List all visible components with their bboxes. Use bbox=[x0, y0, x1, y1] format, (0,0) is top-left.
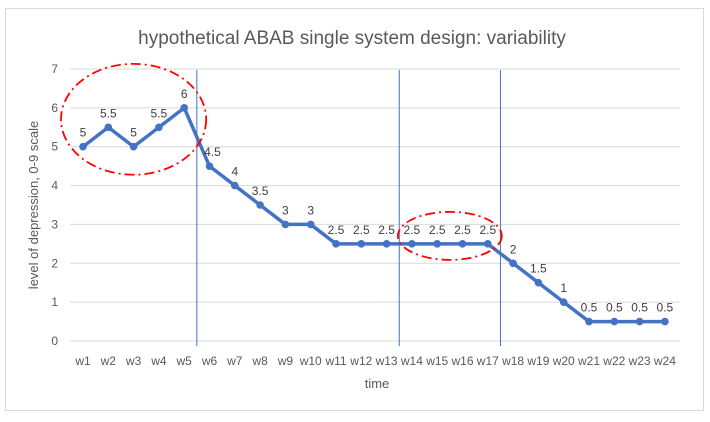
x-tick-label: w6 bbox=[201, 354, 218, 368]
y-tick-label: 7 bbox=[51, 62, 58, 76]
x-tick-label: w10 bbox=[299, 354, 322, 368]
data-label: 2.5 bbox=[454, 223, 471, 237]
data-label: 0.5 bbox=[657, 301, 674, 315]
data-point bbox=[357, 240, 366, 248]
x-tick-label: w23 bbox=[628, 354, 651, 368]
x-tick-label: w15 bbox=[425, 354, 448, 368]
x-tick-label: w1 bbox=[74, 354, 91, 368]
data-point bbox=[332, 240, 340, 248]
data-label: 3.5 bbox=[252, 184, 269, 198]
data-label: 1 bbox=[560, 281, 567, 295]
data-point bbox=[306, 220, 315, 229]
data-label: 5 bbox=[130, 126, 137, 140]
data-label: 2.5 bbox=[328, 223, 345, 237]
data-point bbox=[534, 278, 543, 287]
y-tick-label: 5 bbox=[51, 140, 58, 154]
x-tick-label: w16 bbox=[450, 354, 473, 368]
data-label: 2.5 bbox=[353, 223, 370, 237]
y-tick-label: 2 bbox=[51, 256, 58, 270]
y-axis-label: level of depression, 0-9 scale bbox=[26, 121, 41, 289]
data-point bbox=[559, 298, 568, 306]
chart-frame bbox=[5, 8, 704, 411]
x-tick-label: w5 bbox=[176, 354, 193, 368]
data-point bbox=[180, 104, 188, 112]
x-tick-label: w3 bbox=[125, 354, 142, 368]
x-tick-label: w14 bbox=[400, 354, 423, 368]
data-point bbox=[155, 123, 163, 132]
data-label: 0.5 bbox=[631, 301, 648, 315]
data-point bbox=[661, 317, 669, 326]
data-point bbox=[635, 317, 644, 326]
data-label: 3 bbox=[307, 203, 314, 217]
highlight-ellipse bbox=[396, 210, 503, 261]
data-label: 0.5 bbox=[581, 301, 598, 315]
data-point bbox=[281, 220, 290, 229]
data-label: 2.5 bbox=[378, 223, 395, 237]
data-point bbox=[256, 201, 264, 209]
data-label: 2.5 bbox=[404, 223, 421, 237]
data-point bbox=[484, 240, 492, 248]
x-tick-label: w11 bbox=[324, 354, 346, 368]
data-label: 0.5 bbox=[606, 301, 623, 315]
data-point bbox=[205, 162, 214, 170]
data-label: 1.5 bbox=[530, 262, 547, 276]
data-point bbox=[458, 240, 467, 248]
data-label: 6 bbox=[181, 87, 188, 101]
x-tick-label: w13 bbox=[375, 354, 398, 368]
x-tick-label: w4 bbox=[150, 354, 167, 368]
data-point bbox=[408, 240, 416, 248]
data-point bbox=[79, 142, 87, 151]
data-point bbox=[231, 181, 239, 190]
data-label: 2 bbox=[510, 242, 517, 256]
data-label: 4.5 bbox=[204, 145, 221, 159]
y-tick-label: 1 bbox=[51, 295, 58, 309]
x-tick-label: w9 bbox=[277, 354, 294, 368]
x-tick-label: w17 bbox=[476, 354, 499, 368]
data-point bbox=[433, 240, 442, 248]
data-label: 2.5 bbox=[429, 223, 446, 237]
data-label: 3 bbox=[282, 203, 289, 217]
x-tick-label: w19 bbox=[526, 354, 549, 368]
data-point bbox=[585, 317, 593, 326]
y-tick-label: 6 bbox=[51, 101, 58, 115]
data-point bbox=[509, 259, 517, 268]
data-point bbox=[104, 123, 113, 132]
x-axis-label: time bbox=[365, 376, 390, 391]
y-tick-label: 3 bbox=[51, 217, 58, 231]
data-point bbox=[610, 317, 619, 326]
data-label: 5.5 bbox=[100, 106, 117, 120]
x-tick-label: w12 bbox=[349, 354, 372, 368]
x-tick-label: w7 bbox=[226, 354, 243, 368]
data-point bbox=[382, 240, 391, 248]
data-point bbox=[129, 142, 138, 151]
highlight-ellipse bbox=[60, 62, 208, 176]
data-label: 2.5 bbox=[479, 223, 496, 237]
chart-title: hypothetical ABAB single system design: … bbox=[138, 28, 566, 49]
x-tick-label: w18 bbox=[501, 354, 524, 368]
x-tick-label: w8 bbox=[251, 354, 268, 368]
x-tick-label: w20 bbox=[552, 354, 575, 368]
x-tick-label: w2 bbox=[100, 354, 117, 368]
x-tick-label: w24 bbox=[653, 354, 676, 368]
y-tick-label: 4 bbox=[51, 179, 58, 193]
data-label: 4 bbox=[231, 165, 238, 179]
x-tick-label: w22 bbox=[602, 354, 625, 368]
data-label: 5 bbox=[80, 126, 87, 140]
data-label: 5.5 bbox=[151, 106, 168, 120]
x-tick-label: w21 bbox=[577, 354, 600, 368]
y-tick-label: 0 bbox=[51, 334, 58, 348]
series-line bbox=[81, 106, 665, 324]
